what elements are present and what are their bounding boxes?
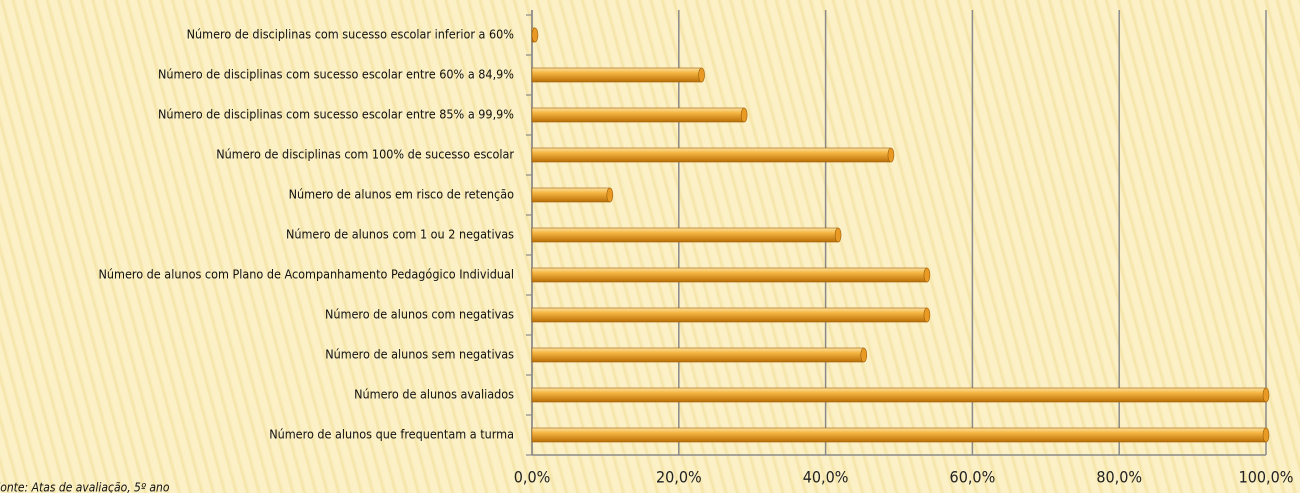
- bar-cap: [923, 267, 931, 283]
- y-tick-label: Número de disciplinas com sucesso escola…: [158, 67, 514, 82]
- bar-cap: [531, 27, 539, 43]
- y-tick-label: Número de alunos com negativas: [325, 307, 514, 322]
- y-tick-label: Número de alunos avaliados: [354, 387, 514, 402]
- bar-cap: [1262, 387, 1270, 403]
- bar: [531, 307, 928, 323]
- bar-cap: [740, 107, 748, 123]
- bar: [531, 427, 1267, 443]
- x-tick-label: 40,0%: [803, 468, 849, 487]
- y-tick-label: Número de alunos sem negativas: [325, 347, 514, 362]
- bar-cap: [860, 347, 868, 363]
- bar-cap: [606, 187, 614, 203]
- x-tick-label: 20,0%: [656, 468, 702, 487]
- bar: [531, 387, 1267, 403]
- x-tick-label: 80,0%: [1096, 468, 1142, 487]
- y-tick-label: Número de disciplinas com 100% de sucess…: [216, 147, 514, 162]
- y-tick-label: Número de alunos com 1 ou 2 negativas: [286, 227, 514, 242]
- bar: [531, 227, 839, 243]
- source-note: Fonte: Atas de avaliação, 5º ano: [0, 481, 170, 493]
- bar-cap: [887, 147, 895, 163]
- y-tick-label: Número de alunos com Plano de Acompanham…: [98, 267, 514, 282]
- x-tick-label: 100,0%: [1239, 468, 1294, 487]
- y-tick-label: Número de alunos que frequentam a turma: [269, 427, 514, 442]
- bar: [531, 147, 892, 163]
- y-tick-label: Número de alunos em risco de retenção: [289, 187, 515, 202]
- bar-cap: [834, 227, 842, 243]
- bar: [531, 107, 745, 123]
- x-tick-label: 0,0%: [514, 468, 551, 487]
- bar-cap: [923, 307, 931, 323]
- bar: [531, 347, 865, 363]
- bar-cap: [1262, 427, 1270, 443]
- bar-cap: [698, 67, 705, 83]
- x-tick-label: 60,0%: [950, 468, 996, 487]
- y-tick-label: Número de disciplinas com sucesso escola…: [158, 107, 514, 122]
- y-tick-label: Número de disciplinas com sucesso escola…: [187, 27, 515, 42]
- bar: [531, 67, 702, 83]
- bar: [531, 187, 611, 203]
- bar: [531, 267, 928, 283]
